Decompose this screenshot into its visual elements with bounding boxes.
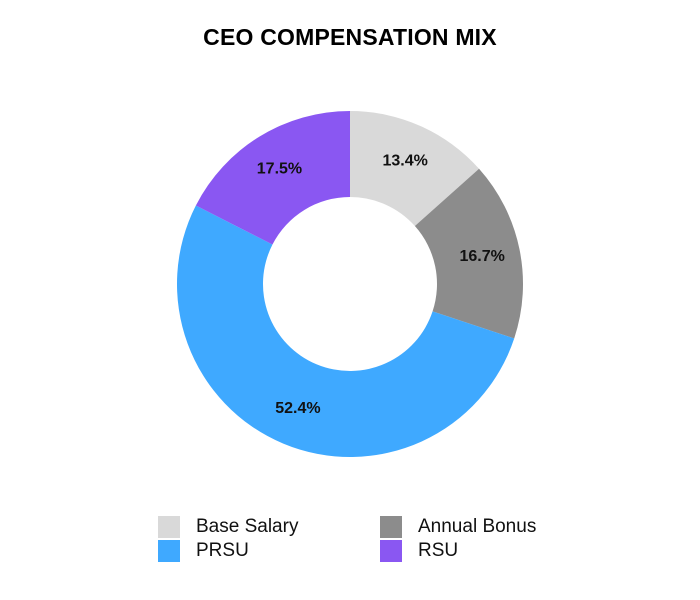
slice-rsu <box>195 111 350 245</box>
slice-annual-bonus <box>414 168 523 339</box>
slice-label-base-salary: 13.4% <box>382 152 427 169</box>
slice-label-rsu: 17.5% <box>257 160 302 177</box>
chart-title: CEO COMPENSATION MIX <box>203 24 497 50</box>
slice-label-prsu: 52.4% <box>275 400 320 417</box>
slice-label-annual-bonus: 16.7% <box>460 248 505 265</box>
slice-prsu <box>176 205 515 458</box>
slice-base-salary <box>350 111 480 227</box>
